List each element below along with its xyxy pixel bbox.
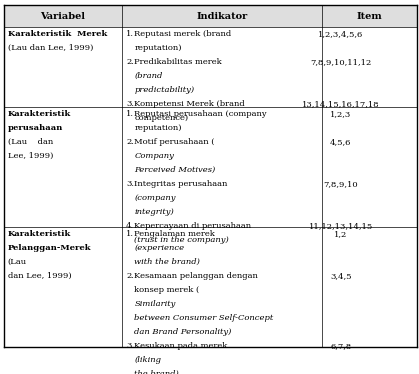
Text: 3.: 3. (126, 342, 134, 350)
Text: between Consumer Self-Concept: between Consumer Self-Concept (134, 314, 274, 322)
Text: (liking: (liking (134, 356, 161, 364)
Text: Variabel: Variabel (41, 12, 85, 21)
Text: (company: (company (134, 194, 176, 202)
Text: 4.: 4. (126, 222, 134, 230)
Text: 2.: 2. (126, 58, 134, 66)
Text: (Lau dan Lee, 1999): (Lau dan Lee, 1999) (8, 44, 93, 52)
Text: 3,4,5: 3,4,5 (330, 272, 352, 280)
Text: 1,2: 1,2 (334, 230, 347, 238)
Text: 2.: 2. (126, 272, 134, 280)
Text: reputation): reputation) (134, 44, 182, 52)
Text: 2.: 2. (126, 138, 134, 146)
Text: Predikabilitas merek: Predikabilitas merek (134, 58, 225, 66)
Text: Kesukaan pada merek: Kesukaan pada merek (134, 342, 230, 350)
Text: Motif perusahaan (: Motif perusahaan ( (134, 138, 215, 146)
Text: with the brand): with the brand) (134, 258, 200, 266)
Text: 1.: 1. (126, 230, 134, 238)
Text: Reputasi perusahaan (company: Reputasi perusahaan (company (134, 110, 267, 118)
Text: the brand): the brand) (134, 370, 179, 374)
Text: 6,7,8: 6,7,8 (330, 342, 352, 350)
Text: Reputasi merek (brand: Reputasi merek (brand (134, 30, 232, 38)
Text: Similarity: Similarity (134, 300, 176, 308)
Text: dan Lee, 1999): dan Lee, 1999) (8, 272, 71, 280)
Text: Integritas perusahaan: Integritas perusahaan (134, 180, 230, 188)
Text: 7,8,9,10,11,12: 7,8,9,10,11,12 (310, 58, 372, 66)
Bar (4, 5, 417, 27)
Text: Item: Item (357, 12, 382, 21)
Text: Karakteristik  Merek: Karakteristik Merek (8, 30, 107, 38)
Text: reputation): reputation) (134, 124, 182, 132)
Text: Indikator: Indikator (196, 12, 248, 21)
Text: Pelanggan-Merek: Pelanggan-Merek (8, 244, 91, 252)
Text: 4,5,6: 4,5,6 (330, 138, 352, 146)
Text: perusahaan: perusahaan (8, 124, 63, 132)
Text: 11,12,13,14,15: 11,12,13,14,15 (309, 222, 373, 230)
Text: integrity): integrity) (134, 208, 174, 216)
Text: Karakteristik: Karakteristik (8, 230, 71, 238)
Text: Kepercayaan di perusahaan: Kepercayaan di perusahaan (134, 222, 251, 230)
Text: Company: Company (134, 152, 174, 160)
Text: Perceived Motives): Perceived Motives) (134, 166, 216, 174)
Text: 13,14,15,16,17,18: 13,14,15,16,17,18 (302, 100, 380, 108)
Text: competence): competence) (134, 114, 189, 122)
Text: Karakteristik: Karakteristik (8, 110, 71, 118)
Text: 3.: 3. (126, 100, 134, 108)
Text: (brand: (brand (134, 72, 163, 80)
Text: (Lau: (Lau (8, 258, 27, 266)
Text: 7,8,9,10: 7,8,9,10 (323, 180, 358, 188)
Text: (Lau    dan: (Lau dan (8, 138, 53, 146)
Text: (trust in the company): (trust in the company) (134, 236, 229, 244)
Text: Pengalaman merek: Pengalaman merek (134, 230, 218, 238)
Text: (experience: (experience (134, 244, 184, 252)
Text: 3.: 3. (126, 180, 134, 188)
Text: predictability): predictability) (134, 86, 194, 94)
Text: Kompetensi Merek (brand: Kompetensi Merek (brand (134, 100, 245, 108)
Text: dan Brand Personality): dan Brand Personality) (134, 328, 232, 336)
Text: 1.: 1. (126, 110, 134, 118)
Text: 1.: 1. (126, 30, 134, 38)
Text: Lee, 1999): Lee, 1999) (8, 152, 53, 160)
Text: Kesamaan pelanggan dengan: Kesamaan pelanggan dengan (134, 272, 258, 280)
Text: 1,2,3,4,5,6: 1,2,3,4,5,6 (318, 30, 363, 38)
Text: 1,2,3: 1,2,3 (330, 110, 352, 118)
Text: konsep merek (: konsep merek ( (134, 286, 199, 294)
